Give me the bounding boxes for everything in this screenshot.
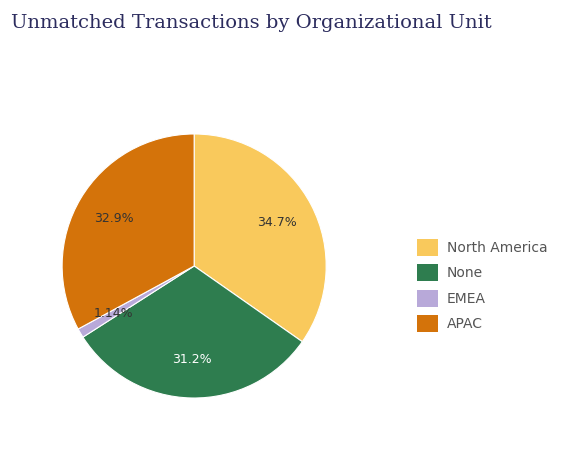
Text: 1.14%: 1.14% xyxy=(94,307,134,320)
Text: 32.9%: 32.9% xyxy=(94,212,134,225)
Wedge shape xyxy=(194,134,326,342)
Wedge shape xyxy=(78,266,194,337)
Text: 31.2%: 31.2% xyxy=(172,352,212,366)
Wedge shape xyxy=(83,266,302,398)
Legend: North America, None, EMEA, APAC: North America, None, EMEA, APAC xyxy=(415,236,550,334)
Wedge shape xyxy=(62,134,194,329)
Text: Unmatched Transactions by Organizational Unit: Unmatched Transactions by Organizational… xyxy=(11,14,492,32)
Text: 34.7%: 34.7% xyxy=(257,217,297,229)
